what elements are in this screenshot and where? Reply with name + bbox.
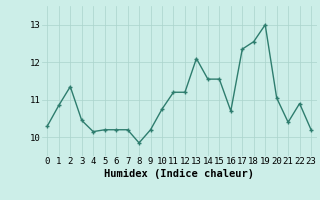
X-axis label: Humidex (Indice chaleur): Humidex (Indice chaleur) — [104, 169, 254, 179]
